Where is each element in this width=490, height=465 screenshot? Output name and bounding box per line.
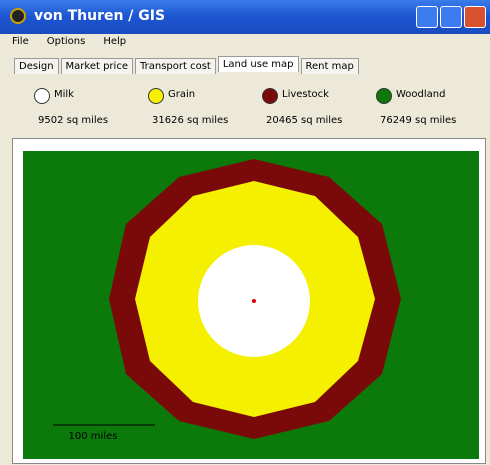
tab[interactable]: Design <box>14 58 59 74</box>
close-button[interactable] <box>464 6 486 28</box>
legend-label: Milk <box>54 89 74 100</box>
window-title: von Thuren / GIS <box>34 8 166 24</box>
maximize-button[interactable] <box>440 6 462 28</box>
tab[interactable]: Land use map <box>217 56 299 72</box>
legend-label: Livestock <box>282 89 329 100</box>
scale-label: 100 miles <box>69 431 118 442</box>
legend-swatch <box>148 88 164 104</box>
menu-bar: File Options Help <box>0 36 132 54</box>
legend-label: Grain <box>168 89 196 100</box>
land-use-map: 100 miles <box>23 151 479 459</box>
map-panel: 100 miles <box>12 138 486 464</box>
legend-swatch <box>34 88 50 104</box>
legend-area: 31626 sq miles <box>152 115 229 126</box>
menu-item[interactable]: Options <box>46 36 86 47</box>
tab[interactable]: Transport cost <box>134 58 216 74</box>
legend-swatch <box>376 88 392 104</box>
market-center <box>252 299 256 303</box>
legend-label: Woodland <box>396 89 446 100</box>
legend-swatch <box>262 88 278 104</box>
menu-item[interactable]: File <box>12 36 29 47</box>
app-icon <box>10 8 26 24</box>
legend-area: 20465 sq miles <box>266 115 343 126</box>
minimize-button[interactable] <box>416 6 438 28</box>
title-bar: von Thuren / GIS <box>0 0 490 34</box>
menu-item[interactable]: Help <box>103 36 127 47</box>
legend-area: 9502 sq miles <box>38 115 109 126</box>
tab[interactable]: Market price <box>60 58 133 74</box>
legend-area: 76249 sq miles <box>380 115 457 126</box>
tab-bar: Design Market price Transport cost Land … <box>14 56 361 74</box>
tab[interactable]: Rent map <box>300 58 359 74</box>
